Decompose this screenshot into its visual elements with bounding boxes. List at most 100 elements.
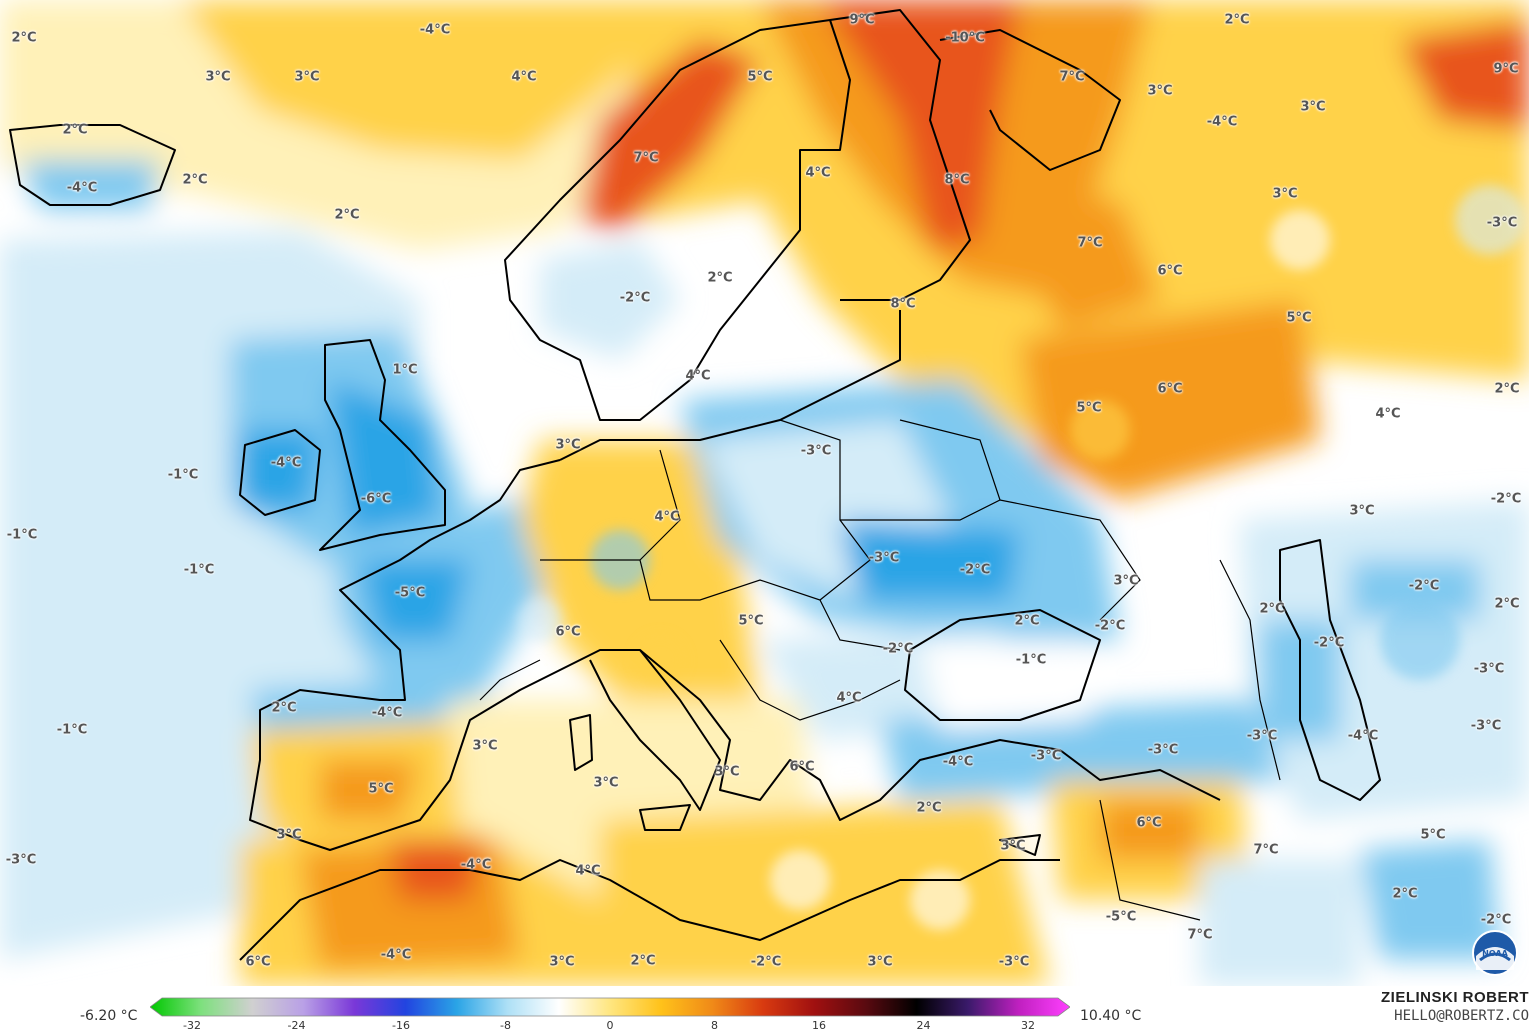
temperature-label: 3°C xyxy=(1000,838,1026,854)
legend-tick-label: 24 xyxy=(916,1019,931,1032)
temperature-label: 5°C xyxy=(1286,310,1312,326)
temperature-label: -3°C xyxy=(5,852,37,868)
temperature-label: -3°C xyxy=(1470,718,1502,734)
temperature-label: 2°C xyxy=(916,800,942,816)
temperature-label: 1°C xyxy=(392,362,418,378)
temperature-label: 5°C xyxy=(1076,400,1102,416)
temperature-label: 2°C xyxy=(182,172,208,188)
temperature-label: -4°C xyxy=(270,455,302,471)
color-scale-gradient xyxy=(150,997,1070,1017)
temperature-label: 3°C xyxy=(1147,83,1173,99)
temperature-label: 2°C xyxy=(1494,381,1520,397)
noaa-logo: NOAA xyxy=(1472,930,1518,976)
borders xyxy=(479,419,1281,921)
temperature-label: -6°C xyxy=(360,491,392,507)
temperature-label: 4°C xyxy=(805,165,831,181)
author-credit: ZIELINSKI ROBERT xyxy=(1380,989,1529,1006)
temperature-label: 4°C xyxy=(685,368,711,384)
temperature-label: -10°C xyxy=(945,30,985,46)
temperature-label: 2°C xyxy=(630,953,656,969)
temperature-label: -2°C xyxy=(1480,912,1512,928)
temperature-label: 2°C xyxy=(11,30,37,46)
temperature-label: 3°C xyxy=(555,437,581,453)
color-scale-bar xyxy=(150,997,1070,1017)
temperature-label: -1°C xyxy=(183,562,215,578)
temperature-label: 4°C xyxy=(1375,406,1401,422)
temperature-label: 7°C xyxy=(1059,69,1085,85)
temperature-label: -4°C xyxy=(419,22,451,38)
temperature-label: 9°C xyxy=(1493,61,1519,77)
temperature-label: -4°C xyxy=(66,180,98,196)
legend-max-value: 10.40 °C xyxy=(1080,1008,1142,1024)
temperature-label: 3°C xyxy=(1300,99,1326,115)
legend-tick-label: 0 xyxy=(606,1019,614,1032)
temperature-label: 2°C xyxy=(1014,613,1040,629)
temperature-label: 3°C xyxy=(1113,573,1139,589)
temperature-label: -3°C xyxy=(800,443,832,459)
temperature-label: -2°C xyxy=(882,641,914,657)
temperature-label: 4°C xyxy=(654,509,680,525)
anomaly-field xyxy=(0,0,1529,986)
legend-min-value: -6.20 °C xyxy=(80,1008,138,1024)
temperature-label: 4°C xyxy=(575,863,601,879)
author-email: HELLO@ROBERTZ.CO xyxy=(1394,1008,1529,1024)
legend-tick-label: -24 xyxy=(287,1019,306,1032)
temperature-label: 3°C xyxy=(593,775,619,791)
temperature-anomaly-map: 2°C -4°C 3°C 3°C 4°C 9°C -10°C 5°C 7°C 2°C 9°C 3°C -… xyxy=(0,0,1529,986)
temperature-label: -2°C xyxy=(750,954,782,970)
temperature-label: 6°C xyxy=(1136,815,1162,831)
temperature-label: 2°C xyxy=(1259,601,1285,617)
temperature-label: -5°C xyxy=(1105,909,1137,925)
temperature-label: 8°C xyxy=(944,172,970,188)
temperature-label: -3°C xyxy=(1473,661,1505,677)
map-canvas xyxy=(0,0,1529,986)
temperature-label: 6°C xyxy=(789,759,815,775)
legend-tick-label: -8 xyxy=(500,1019,511,1032)
temperature-label: 6°C xyxy=(1157,381,1183,397)
temperature-label: 3°C xyxy=(1349,503,1375,519)
temperature-label: 3°C xyxy=(276,827,302,843)
temperature-label: -4°C xyxy=(1206,114,1238,130)
legend-tick-label: -32 xyxy=(183,1019,201,1032)
temperature-label: 3°C xyxy=(205,69,231,85)
temperature-label: 7°C xyxy=(633,150,659,166)
legend-tick-label: 16 xyxy=(812,1019,826,1032)
temperature-label: -3°C xyxy=(998,954,1030,970)
legend-tick-label: 32 xyxy=(1021,1019,1035,1032)
temperature-label: 6°C xyxy=(1157,263,1183,279)
anomaly-noise xyxy=(518,185,1525,930)
temperature-label: 2°C xyxy=(1392,886,1418,902)
temperature-label: 2°C xyxy=(1224,12,1250,28)
legend-footer: -6.20 °C -32 -24 -16 -8 0 8 16 24 32 10.40 °C ZI… xyxy=(0,986,1529,1035)
temperature-label: 3°C xyxy=(714,764,740,780)
coastlines xyxy=(9,9,1381,961)
temperature-label: -2°C xyxy=(1408,578,1440,594)
temperature-label: -1°C xyxy=(6,527,38,543)
temperature-label: 2°C xyxy=(1494,596,1520,612)
temperature-label: -1°C xyxy=(56,722,88,738)
temperature-label: -4°C xyxy=(380,947,412,963)
temperature-label: 3°C xyxy=(472,738,498,754)
temperature-label: 2°C xyxy=(334,207,360,223)
temperature-label: -3°C xyxy=(1030,748,1062,764)
temperature-label: 7°C xyxy=(1253,842,1279,858)
temperature-label: -2°C xyxy=(1490,491,1522,507)
legend-tick-label: 8 xyxy=(711,1019,718,1032)
temperature-label: -3°C xyxy=(1486,215,1518,231)
temperature-label: 2°C xyxy=(707,270,733,286)
temperature-label: 6°C xyxy=(245,954,271,970)
temperature-label: -4°C xyxy=(371,705,403,721)
temperature-label: 7°C xyxy=(1077,235,1103,251)
temperature-label: -4°C xyxy=(942,754,974,770)
temperature-label: -4°C xyxy=(1347,728,1379,744)
temperature-label: 4°C xyxy=(836,690,862,706)
temperature-label: -2°C xyxy=(1094,618,1126,634)
temperature-label: 9°C xyxy=(849,12,875,28)
temperature-label: 3°C xyxy=(867,954,893,970)
temperature-label: -2°C xyxy=(1313,635,1345,651)
temperature-label: -4°C xyxy=(460,857,492,873)
temperature-label: -2°C xyxy=(619,290,651,306)
temperature-label: 4°C xyxy=(511,69,537,85)
temperature-label: -3°C xyxy=(868,550,900,566)
temperature-label: 5°C xyxy=(747,69,773,85)
